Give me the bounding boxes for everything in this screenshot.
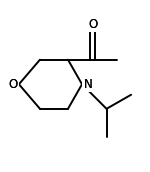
Text: N: N bbox=[83, 78, 92, 91]
Text: O: O bbox=[88, 18, 97, 31]
Text: O: O bbox=[9, 78, 18, 91]
Text: N: N bbox=[83, 78, 92, 91]
Text: O: O bbox=[9, 78, 18, 91]
Text: O: O bbox=[88, 18, 97, 31]
